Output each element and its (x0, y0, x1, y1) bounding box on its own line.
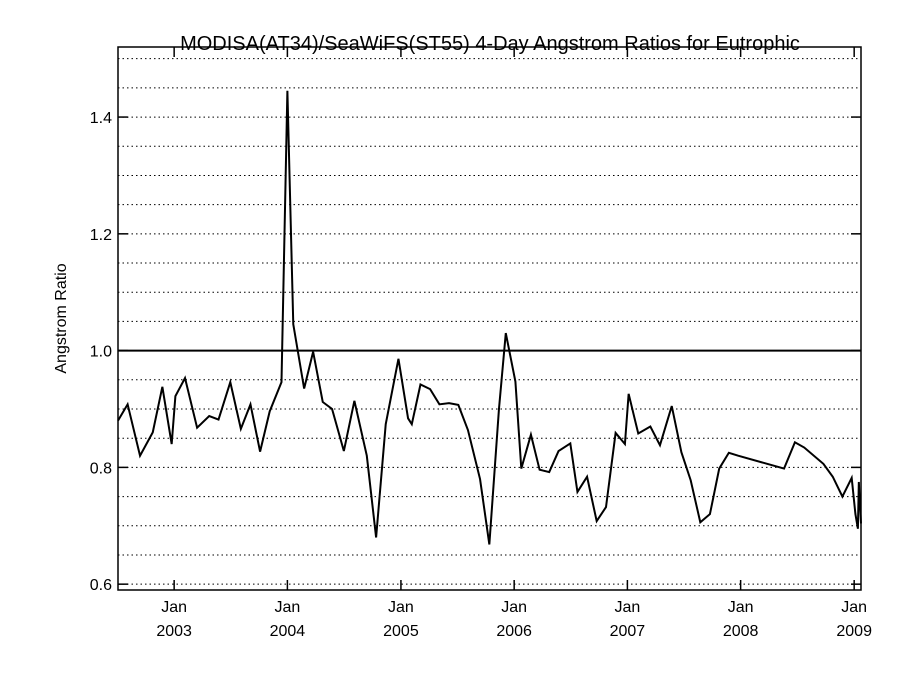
x-tick-month-label: Jan (161, 599, 187, 616)
series-layer (117, 90, 862, 545)
x-tick-month-label: Jan (614, 599, 640, 616)
plot-frame-rect (117, 46, 862, 591)
x-tick-month-label: Jan (388, 599, 414, 616)
y-axis-label: Angstrom Ratio (53, 263, 70, 373)
y-tick-label: 1.4 (90, 110, 112, 127)
y-tick-label: 1.0 (90, 344, 112, 361)
x-tick-year-label: 2003 (156, 623, 192, 640)
x-tick-year-label: 2009 (836, 623, 872, 640)
y-axis-ticks: 0.6 0.8 1.0 1.2 1.4 (90, 110, 861, 594)
gridlines (118, 58, 861, 585)
x-tick-month-label: Jan (728, 599, 754, 616)
x-tick-year-label: 2007 (610, 623, 646, 640)
x-tick-year-label: 2004 (270, 623, 306, 640)
chart-title: MODISA(AT34)/SeaWiFS(ST55) 4-Day Angstro… (180, 33, 800, 55)
x-tick-year-label: 2005 (383, 623, 419, 640)
x-tick-month-label: Jan (501, 599, 527, 616)
series-line (117, 90, 862, 545)
y-tick-label: 0.6 (90, 577, 112, 594)
y-tick-label: 1.2 (90, 227, 112, 244)
plot-frame (117, 46, 862, 591)
x-tick-month-label: Jan (274, 599, 300, 616)
x-tick-year-label: 2008 (723, 623, 759, 640)
x-axis-ticks: Jan 2003 Jan 2004 Jan 2005 Jan 2006 Jan 2007 Jan 20… (156, 47, 872, 640)
x-tick-month-label: Jan (841, 599, 867, 616)
y-tick-label: 0.8 (90, 460, 112, 477)
x-tick-year-label: 2006 (496, 623, 532, 640)
